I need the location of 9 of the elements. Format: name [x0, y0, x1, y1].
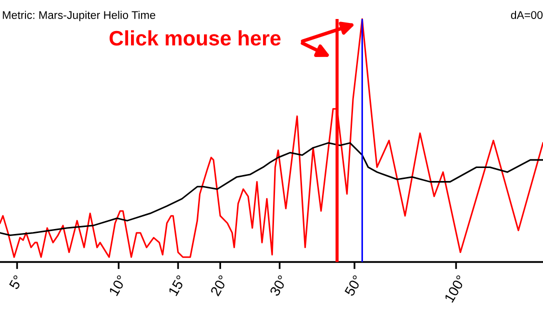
annotation: Click mouse here: [110, 30, 281, 46]
x-tick-label: 50°: [344, 274, 363, 297]
x-tick-label: 30°: [269, 274, 288, 297]
x-tick-label: 10°: [108, 274, 127, 296]
x-tick-label: 5°: [8, 274, 24, 290]
x-tick-label: 15°: [168, 274, 186, 296]
text: dA=00: [511, 10, 543, 19]
chart-title: Metric: Mars-Jupiter Helio Time: [2, 10, 156, 22]
x-tick-label: 20°: [210, 274, 228, 296]
